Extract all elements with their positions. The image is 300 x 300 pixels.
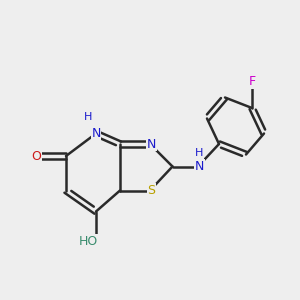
Text: H: H xyxy=(195,148,204,158)
Text: N: N xyxy=(195,160,204,173)
Text: N: N xyxy=(91,127,101,140)
Text: F: F xyxy=(248,75,256,88)
Text: S: S xyxy=(148,184,155,197)
Text: N: N xyxy=(147,137,156,151)
Text: O: O xyxy=(31,149,41,163)
Text: H: H xyxy=(84,112,93,122)
Text: HO: HO xyxy=(79,235,98,248)
